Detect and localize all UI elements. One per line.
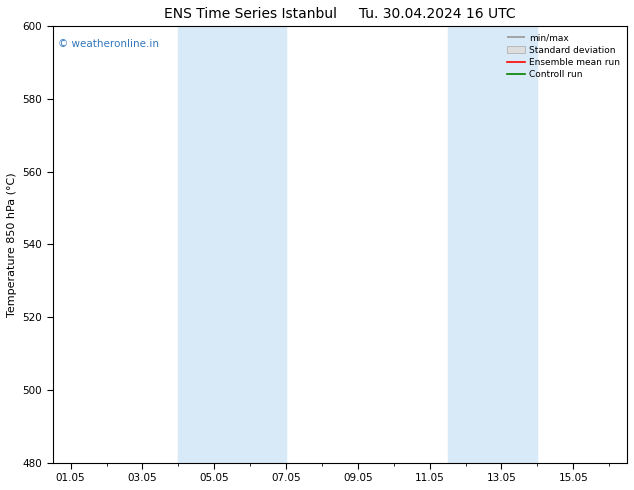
Text: © weatheronline.in: © weatheronline.in — [58, 39, 159, 49]
Title: ENS Time Series Istanbul     Tu. 30.04.2024 16 UTC: ENS Time Series Istanbul Tu. 30.04.2024 … — [164, 7, 515, 21]
Legend: min/max, Standard deviation, Ensemble mean run, Controll run: min/max, Standard deviation, Ensemble me… — [505, 31, 623, 82]
Bar — [448, 26, 537, 463]
Bar — [178, 26, 286, 463]
Y-axis label: Temperature 850 hPa (°C): Temperature 850 hPa (°C) — [7, 172, 17, 317]
